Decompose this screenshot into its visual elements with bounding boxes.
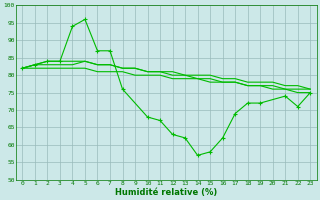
X-axis label: Humidité relative (%): Humidité relative (%) [115,188,218,197]
